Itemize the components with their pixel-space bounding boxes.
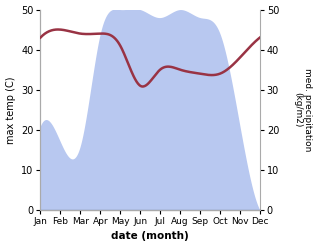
Y-axis label: med. precipitation
(kg/m2): med. precipitation (kg/m2) [293, 68, 313, 151]
X-axis label: date (month): date (month) [111, 231, 189, 242]
Y-axis label: max temp (C): max temp (C) [5, 76, 16, 144]
